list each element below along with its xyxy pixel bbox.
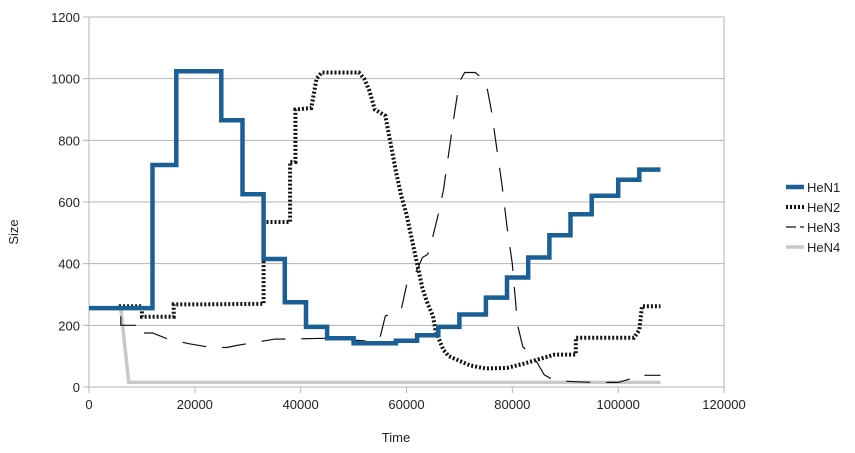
x-tick-label: 60000 [388, 397, 424, 412]
legend: HeN1 HeN2 HeN3 HeN4 [786, 180, 840, 255]
series-layer [89, 69, 661, 385]
gridlines [89, 16, 724, 326]
y-axis-title: Size [6, 219, 21, 244]
x-tick-label: 40000 [283, 397, 319, 412]
x-tick-label: 120000 [702, 397, 745, 412]
x-tick-label: 100000 [596, 397, 639, 412]
series-line-hen3 [89, 71, 661, 383]
y-tick-label: 0 [73, 380, 80, 395]
y-tick-label: 1000 [51, 72, 80, 87]
x-tick-label: 80000 [494, 397, 530, 412]
x-tick-label: 20000 [177, 397, 213, 412]
y-tick-label: 600 [58, 195, 80, 210]
legend-label-hen4: HeN4 [807, 240, 840, 255]
legend-label-hen2: HeN2 [807, 200, 840, 215]
legend-label-hen3: HeN3 [807, 220, 840, 235]
y-tick-label: 800 [58, 133, 80, 148]
series-line-hen1 [89, 69, 661, 346]
y-tick-label: 400 [58, 257, 80, 272]
x-tick-label: 0 [85, 397, 92, 412]
legend-label-hen1: HeN1 [807, 180, 840, 195]
y-tick-label: 1200 [51, 10, 80, 25]
x-axis-title: Time [382, 430, 410, 445]
y-tick-label: 200 [58, 318, 80, 333]
tick-labels: 0 200 400 600 800 1000 1200 0 20000 40000 60000 800… [51, 10, 746, 412]
axes [83, 16, 725, 393]
